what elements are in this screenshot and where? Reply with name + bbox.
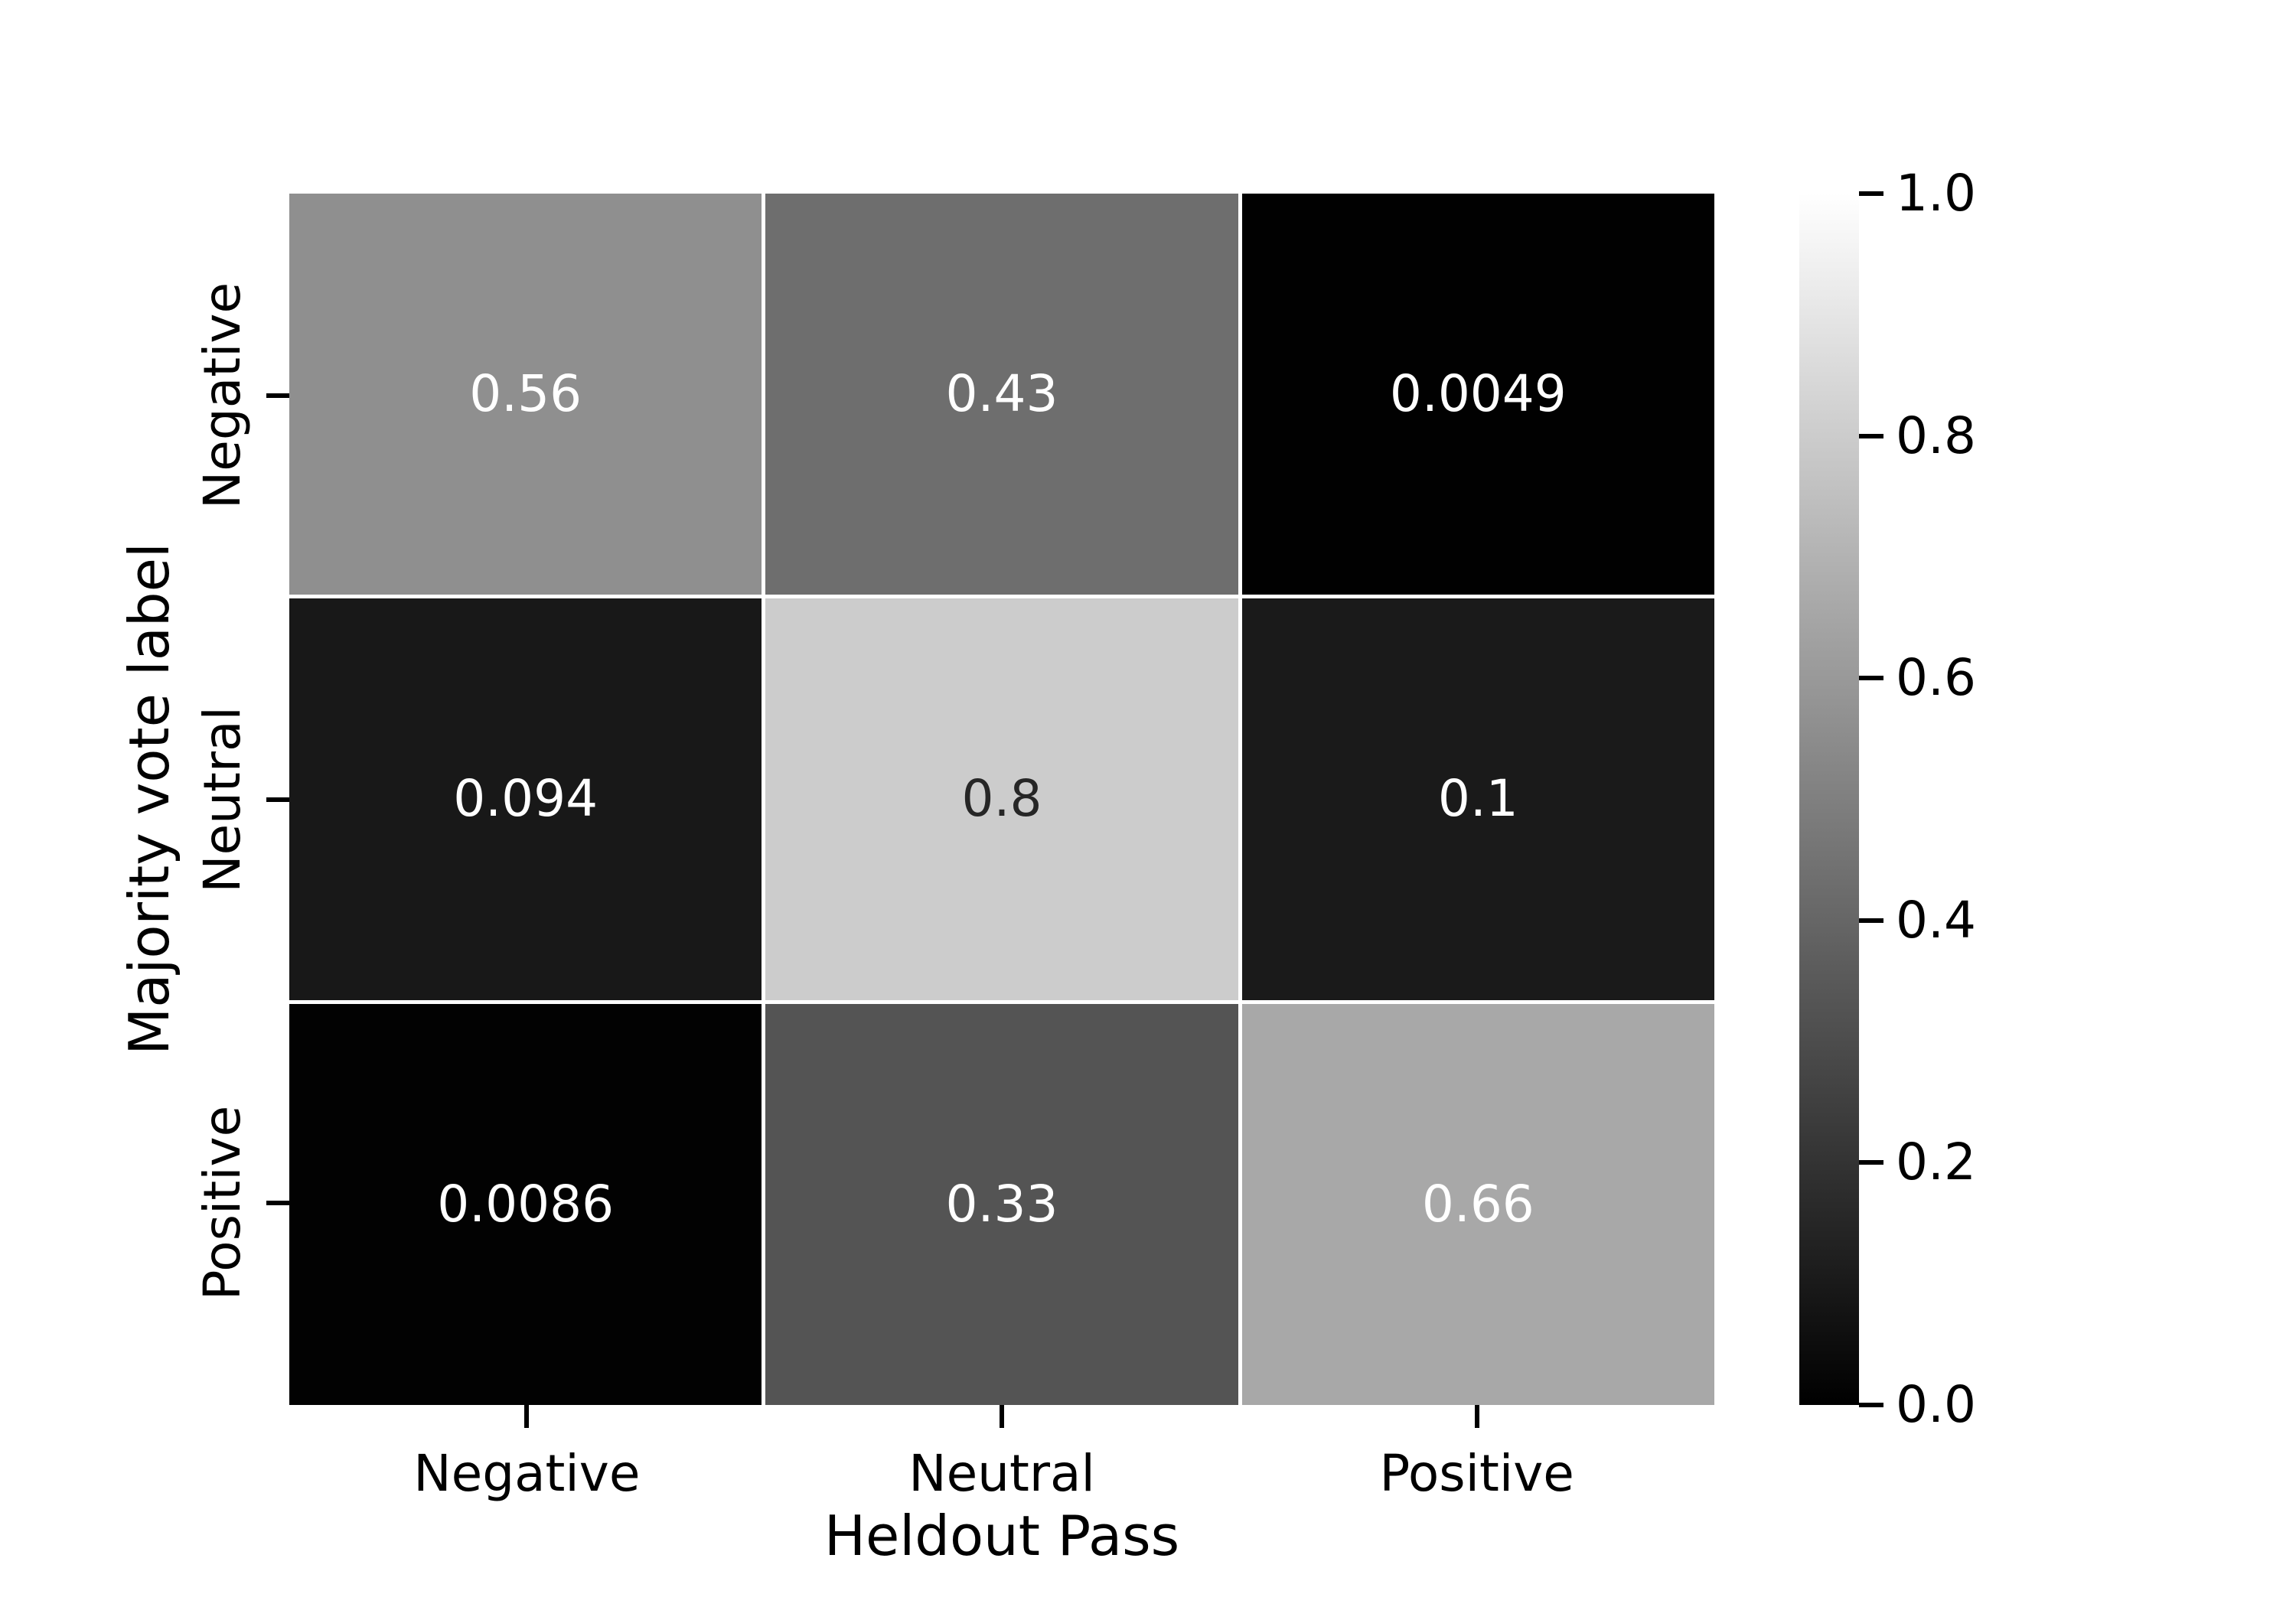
colorbar-tick: [1859, 676, 1883, 681]
colorbar-tick: [1859, 191, 1883, 196]
heatmap-cell: 0.56: [289, 194, 762, 595]
y-tick-label: Positive: [193, 1105, 252, 1301]
y-axis-tick: [266, 797, 289, 802]
cell-value: 0.0086: [437, 1174, 615, 1234]
x-axis-tick: [1474, 1405, 1479, 1428]
cell-value: 0.094: [453, 769, 598, 829]
x-tick-label: Neutral: [908, 1444, 1095, 1503]
heatmap-grid: 0.56 0.43 0.0049 0.094 0.8 0.1 0.0086 0.33 0.66: [289, 194, 1714, 1405]
colorbar-tick-label: 0.2: [1896, 1133, 1976, 1192]
y-tick-label: Neutral: [193, 706, 252, 893]
y-axis-label: Majority vote label: [117, 543, 181, 1055]
colorbar-tick-label: 0.6: [1896, 648, 1976, 708]
colorbar-tick-label: 0.8: [1896, 406, 1976, 465]
x-tick-label: Negative: [413, 1444, 641, 1503]
y-tick-label: Negative: [193, 282, 252, 509]
cell-value: 0.33: [945, 1174, 1058, 1234]
y-axis-tick: [266, 393, 289, 398]
colorbar-tick: [1859, 1403, 1883, 1407]
x-tick-label: Positive: [1379, 1444, 1574, 1503]
cell-value: 0.66: [1421, 1174, 1534, 1234]
heatmap-cell: 0.66: [1241, 1003, 1714, 1405]
heatmap-cell: 0.1: [1241, 598, 1714, 1000]
heatmap-cell: 0.0049: [1241, 194, 1714, 595]
cell-value: 0.43: [945, 364, 1058, 424]
x-axis-label: Heldout Pass: [823, 1504, 1180, 1568]
cell-value: 0.0049: [1389, 364, 1567, 424]
colorbar-tick: [1859, 433, 1883, 438]
cell-value: 0.8: [961, 769, 1042, 829]
x-axis-tick: [1000, 1405, 1004, 1428]
colorbar-tick-label: 0.0: [1896, 1375, 1976, 1434]
colorbar-gradient: [1799, 194, 1859, 1405]
cell-value: 0.56: [469, 364, 582, 424]
heatmap-cell: 0.43: [765, 194, 1238, 595]
y-axis-tick: [266, 1201, 289, 1206]
colorbar-tick: [1859, 1160, 1883, 1165]
heatmap-cell: 0.094: [289, 598, 762, 1000]
heatmap-cell: 0.33: [765, 1003, 1238, 1405]
cell-value: 0.1: [1437, 769, 1518, 829]
x-axis-tick: [524, 1405, 530, 1428]
colorbar-tick: [1859, 918, 1883, 923]
colorbar-tick-label: 0.4: [1896, 890, 1976, 950]
heatmap-cell: 0.0086: [289, 1003, 762, 1405]
colorbar-tick-label: 1.0: [1896, 164, 1976, 223]
heatmap-cell: 0.8: [765, 598, 1238, 1000]
